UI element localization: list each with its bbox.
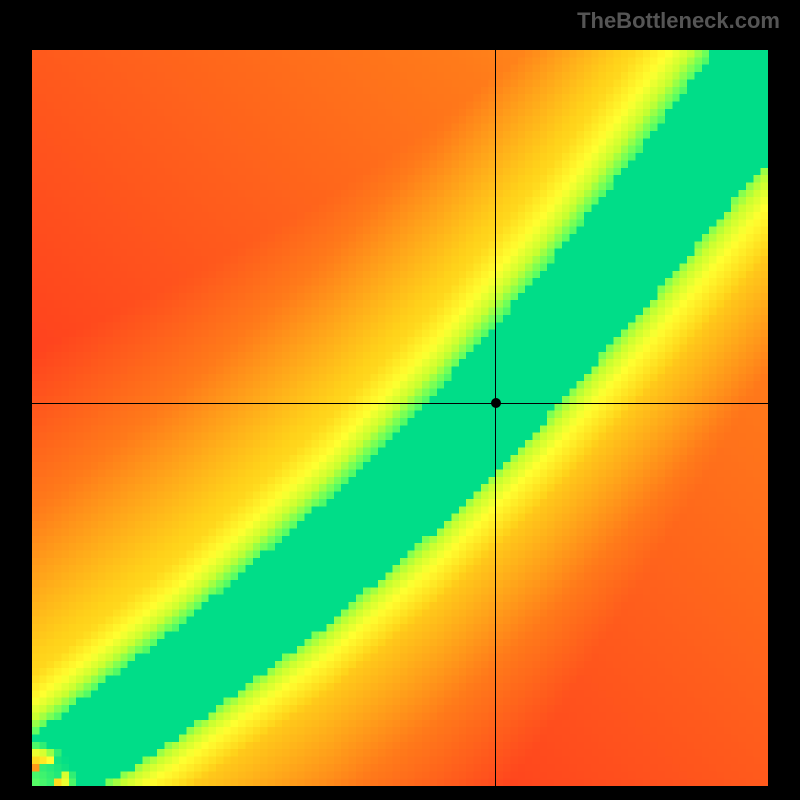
crosshair-vertical [495, 50, 496, 786]
crosshair-marker [491, 398, 501, 408]
crosshair-horizontal [32, 403, 768, 404]
watermark-text: TheBottleneck.com [577, 8, 780, 34]
heatmap-canvas [32, 50, 768, 786]
heatmap-plot-area [32, 50, 768, 786]
